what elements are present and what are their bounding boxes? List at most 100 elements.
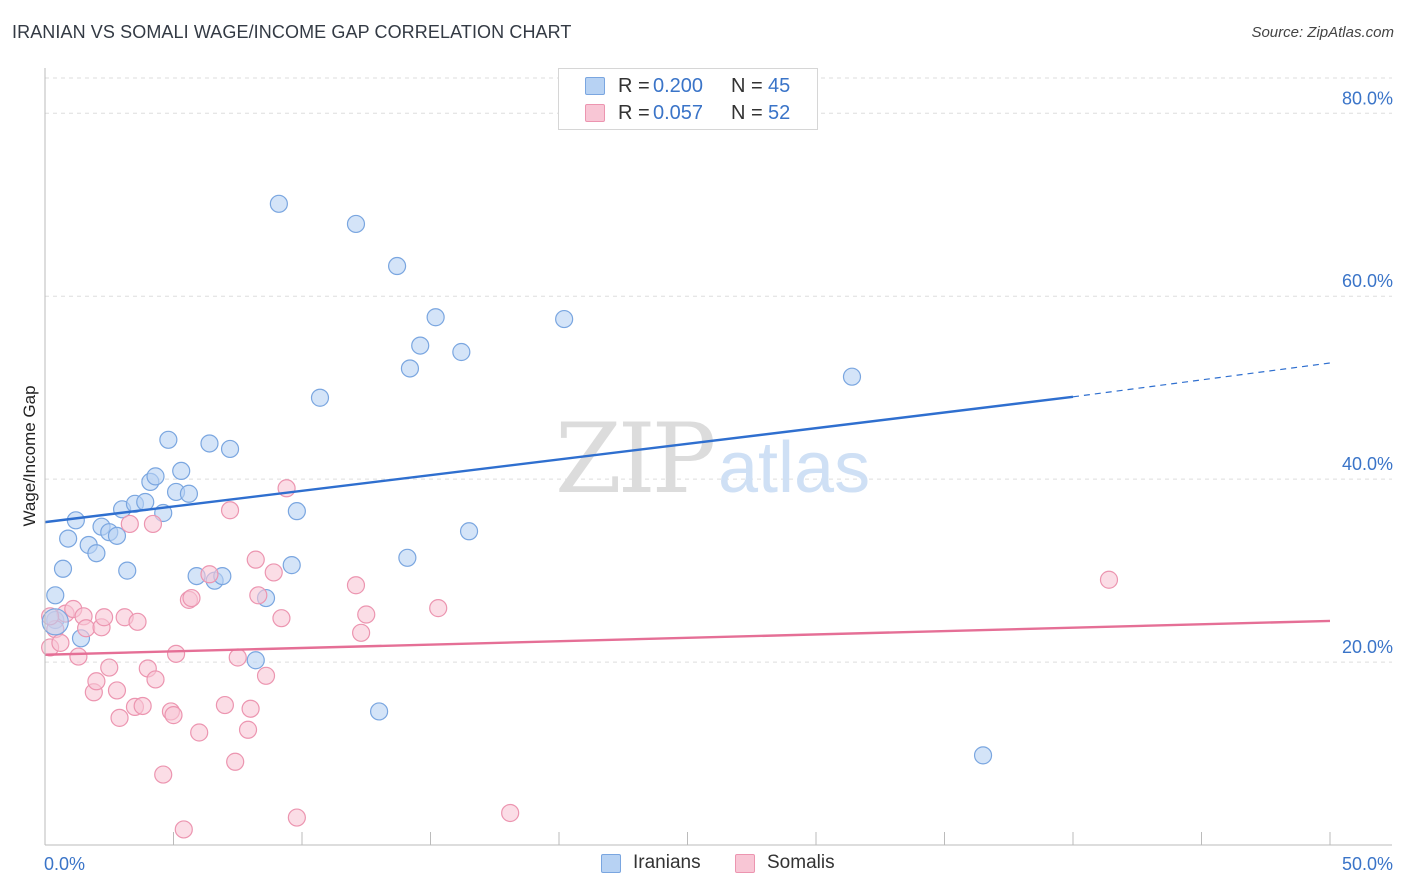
somali-point <box>238 720 258 739</box>
somali-point <box>164 706 183 725</box>
iranians-trend-extension <box>1072 362 1331 398</box>
somali-point <box>143 514 163 534</box>
iranian-point <box>46 586 65 605</box>
somalis-trend-line <box>44 619 1331 656</box>
iranian-point <box>426 308 445 327</box>
trend-layer <box>44 362 1331 656</box>
iranian-point <box>282 556 301 575</box>
iranian-point <box>346 214 366 234</box>
somali-point <box>272 609 291 628</box>
somali-point <box>107 681 127 700</box>
somali-point <box>346 576 366 595</box>
somali-point <box>100 658 119 677</box>
source-label: Source: ZipAtlas.com <box>1251 24 1394 41</box>
points-layer <box>41 194 1119 839</box>
y-tick-label: 40.0% <box>1342 454 1393 474</box>
legend-r-value: 0.200 <box>653 75 704 97</box>
iranian-point <box>400 359 420 378</box>
somali-point <box>95 608 114 627</box>
iranian-point <box>59 529 78 548</box>
iranian-point <box>246 651 265 670</box>
somalis-swatch <box>585 104 605 122</box>
iranian-point <box>200 434 219 453</box>
somali-point <box>215 695 234 715</box>
y-axis-label: Wage/Income Gap <box>20 385 39 526</box>
watermark-atlas: atlas <box>718 428 870 508</box>
y-tick-label: 60.0% <box>1342 271 1393 291</box>
iranian-point <box>452 342 471 362</box>
iranians-legend-label: Iranians <box>633 852 701 873</box>
somali-point <box>501 803 520 823</box>
iranian-point <box>269 194 288 213</box>
iranian-point <box>310 388 330 407</box>
somali-point <box>87 672 106 691</box>
iranian-point <box>179 484 199 503</box>
correlation-legend: R = 0.200 N = 45 R = 0.057 N = 52 <box>558 68 818 130</box>
somali-point <box>352 623 371 642</box>
somali-point <box>128 612 147 631</box>
iranian-point <box>87 544 106 563</box>
somali-point <box>69 647 88 666</box>
somali-point <box>174 820 193 839</box>
iranian-point <box>842 367 862 386</box>
somali-point <box>51 633 70 652</box>
legend-n-label: N = <box>731 102 763 124</box>
somali-point <box>190 723 209 742</box>
somali-point <box>133 696 152 716</box>
somali-point <box>200 565 219 584</box>
iranian-point <box>172 461 191 481</box>
legend-n-label: N = <box>731 75 763 97</box>
chart-title: IRANIAN VS SOMALI WAGE/INCOME GAP CORREL… <box>12 22 572 42</box>
somali-point <box>77 619 96 638</box>
iranian-point <box>973 746 993 765</box>
somali-point <box>1099 570 1119 589</box>
somalis-legend-label: Somalis <box>767 852 835 873</box>
iranian-cluster-point <box>41 608 69 636</box>
somali-point <box>249 586 268 605</box>
iranian-point <box>53 559 73 578</box>
somali-point <box>264 563 283 582</box>
iranian-point <box>459 522 479 541</box>
somali-point <box>226 752 245 771</box>
legend-n-value: 52 <box>768 102 791 124</box>
somali-point <box>154 765 173 784</box>
grid-layer <box>45 77 1392 663</box>
iranians-legend-swatch <box>601 854 621 873</box>
somali-point <box>166 644 186 663</box>
iranian-point <box>398 548 417 567</box>
somali-point <box>110 708 129 727</box>
iranian-point <box>220 439 240 459</box>
legend-r-label: R = <box>618 102 650 124</box>
somali-point <box>241 699 260 718</box>
iranians-trend-line <box>44 395 1074 524</box>
somali-point <box>228 648 247 667</box>
iranian-point <box>118 561 137 580</box>
watermark-zip: ZIP <box>555 403 714 515</box>
somali-point <box>256 666 276 685</box>
watermark: ZIP atlas <box>555 403 870 515</box>
somali-point <box>220 501 240 520</box>
x-tick-label: 0.0% <box>44 854 85 874</box>
iranian-point <box>136 492 155 512</box>
legend-r-label: R = <box>618 75 650 97</box>
somali-point <box>246 550 265 569</box>
somali-point <box>146 670 165 689</box>
y-tick-label: 80.0% <box>1342 88 1393 108</box>
iranians-swatch <box>585 77 605 95</box>
iranian-point <box>370 702 389 721</box>
somali-point <box>429 599 448 618</box>
legend-r-value: 0.057 <box>653 102 704 124</box>
somali-point <box>357 605 376 624</box>
somalis-legend-swatch <box>735 854 755 873</box>
iranian-point <box>107 526 127 545</box>
iranian-point <box>146 467 165 486</box>
iranian-point <box>555 309 574 329</box>
axes-layer: 20.0% 40.0% 60.0% 80.0% 0.0% 50.0% <box>44 68 1393 874</box>
legend-n-value: 45 <box>768 75 791 97</box>
iranian-point <box>287 502 306 521</box>
x-tick-label: 50.0% <box>1342 854 1393 874</box>
y-tick-label: 20.0% <box>1342 637 1393 657</box>
somali-point <box>120 514 139 534</box>
iranian-point <box>387 256 407 276</box>
